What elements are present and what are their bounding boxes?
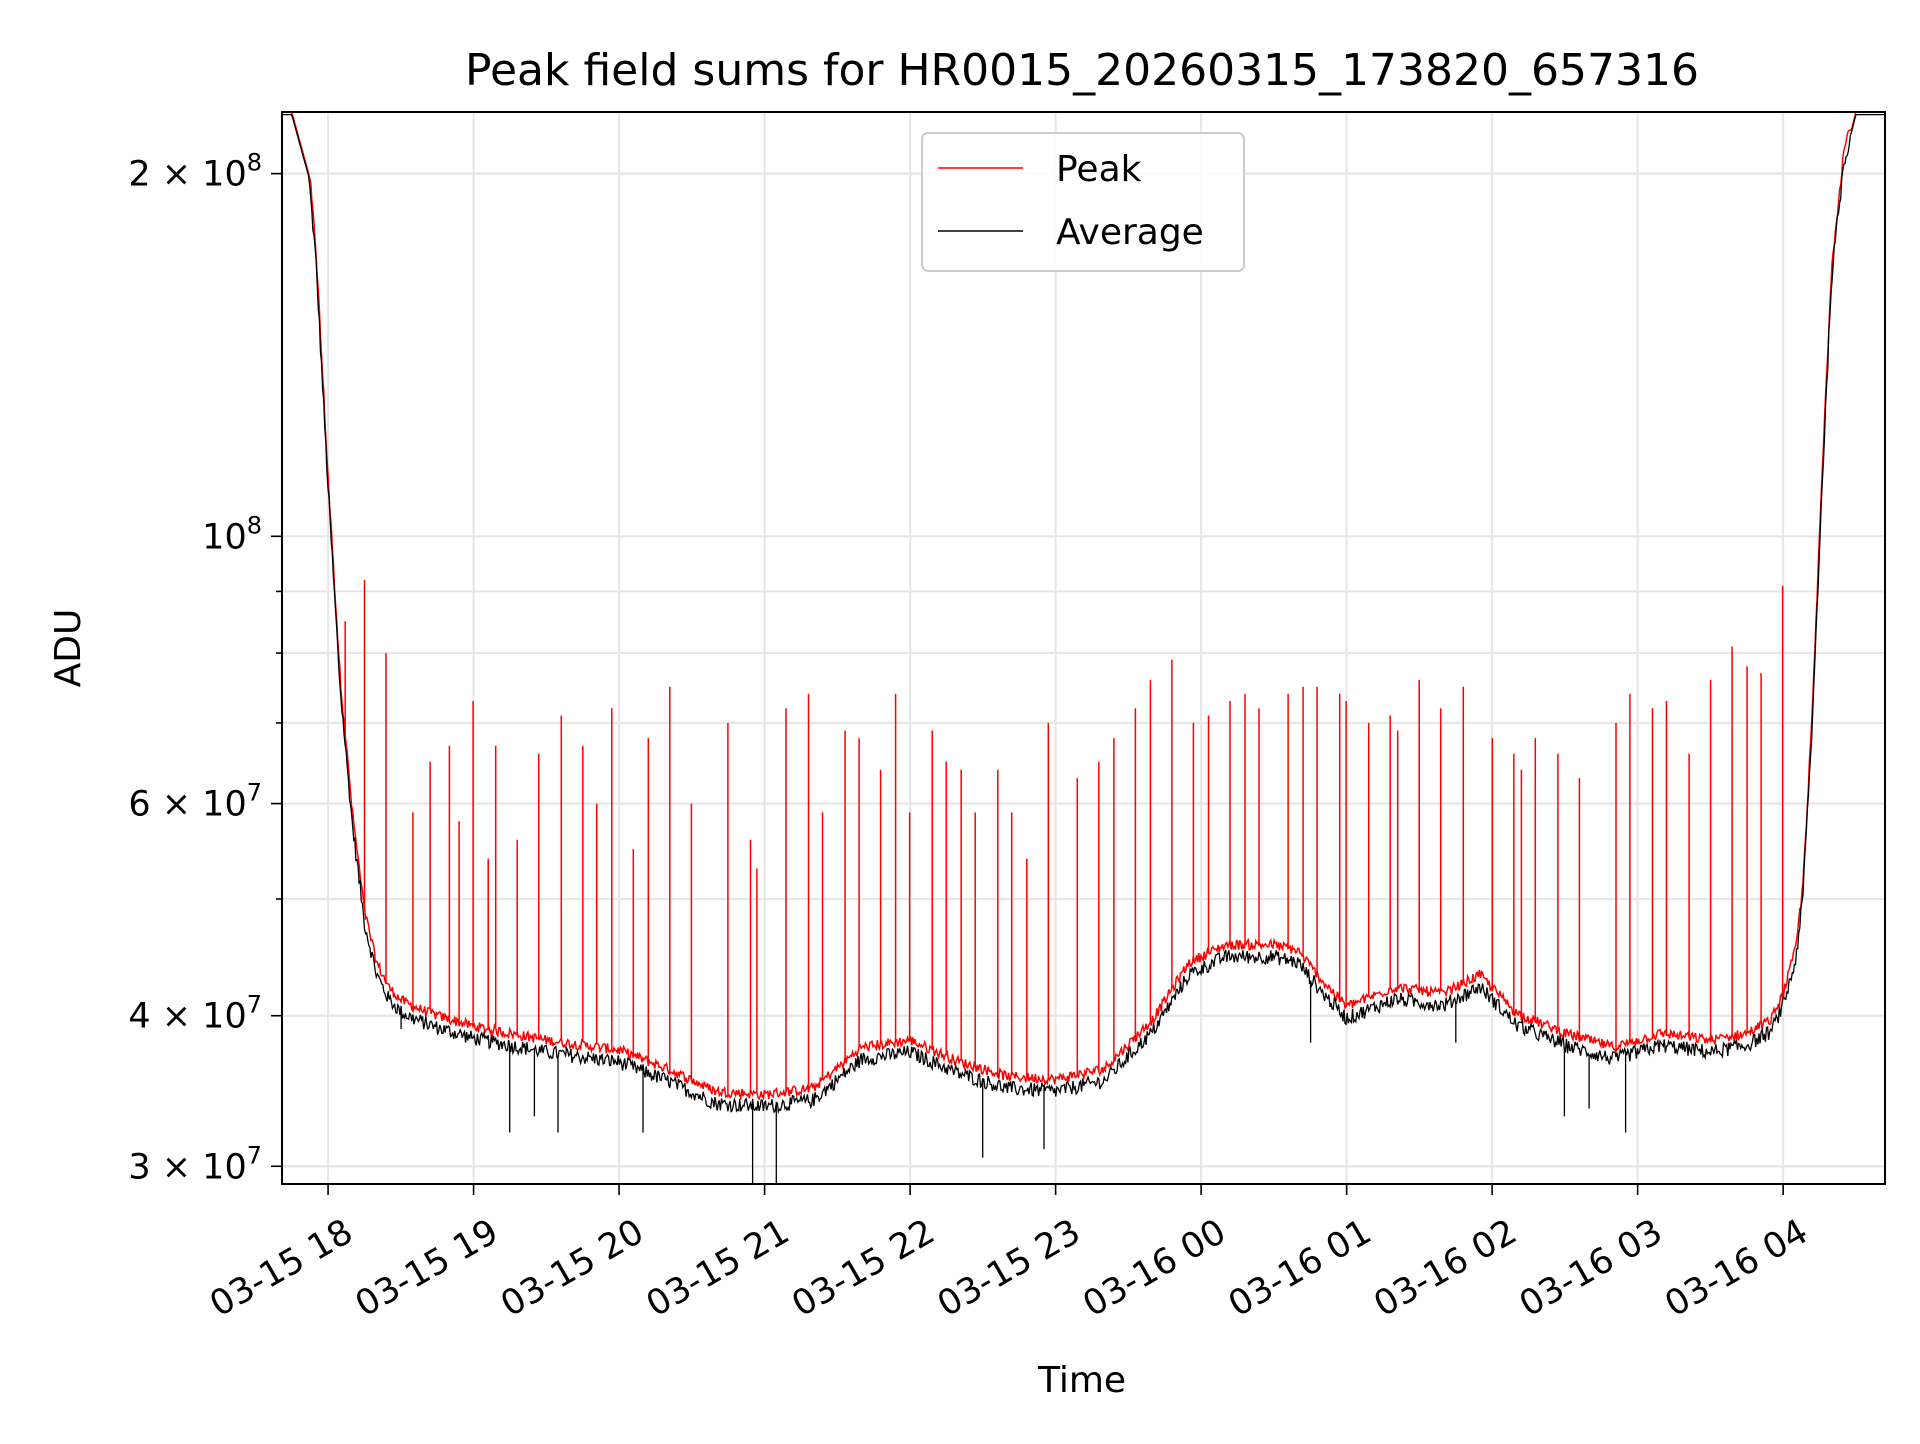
legend-label-average: Average [1056, 212, 1204, 253]
legend: Peak Average [921, 132, 1245, 272]
y-tick-label: 4 × 107 [128, 991, 262, 1037]
y-axis-title: ADU [48, 609, 89, 688]
plot-frame [281, 111, 1886, 1185]
series-line-peak [282, 112, 1885, 1101]
y-tick-label: 3 × 107 [128, 1141, 262, 1187]
y-tick-label: 2 × 108 [128, 149, 262, 195]
grid [282, 112, 1885, 1184]
y-tick-label: 6 × 107 [128, 779, 262, 825]
series-layer [282, 112, 1885, 1184]
chart-title: Peak field sums for HR0015_20260315_1738… [465, 45, 1699, 96]
x-axis-title: Time [1037, 1360, 1126, 1401]
legend-label-peak: Peak [1056, 149, 1142, 190]
series-line-average [282, 113, 1885, 1184]
